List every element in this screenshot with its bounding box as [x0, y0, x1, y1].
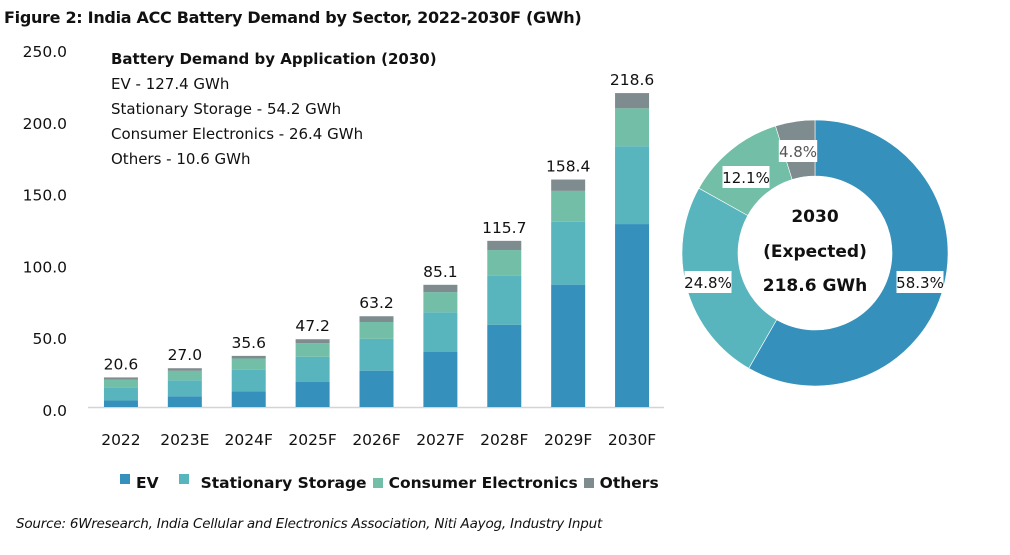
y-tick-label: 250.0	[23, 43, 67, 61]
bar-segment-stationary-storage	[167, 380, 202, 397]
legend-swatch-stationary	[178, 474, 189, 484]
legend-item-consumer: Consumer Electronics	[372, 474, 578, 492]
legend-label-others: Others	[599, 474, 659, 492]
stacked-bar-chart: 0.0 50.0 100.0 150.0 200.0 250.0 20.6 2022 27.0 2…	[23, 43, 664, 449]
bar-segment-stationary-storage	[231, 369, 266, 392]
annotation-line-others: Others - 10.6 GWh	[111, 150, 251, 168]
bar-segment-ev	[423, 352, 458, 407]
source-note: Source: 6Wresearch, India Cellular and E…	[16, 516, 603, 532]
legend-item-others: Others	[583, 474, 659, 492]
bar-segment-consumer-electronics	[167, 370, 202, 381]
slice-label-box	[778, 140, 818, 162]
bar-total-label: 115.7	[482, 219, 526, 237]
bar-segment-others	[295, 339, 330, 344]
bar-segment-ev	[295, 382, 330, 407]
bar-segment-consumer-electronics	[423, 292, 458, 313]
slice-percent-label: 24.8%	[684, 274, 732, 292]
bar-segment-stationary-storage	[295, 356, 330, 383]
legend-item-stationary: Stationary Storage	[178, 474, 367, 492]
bar-segment-stationary-storage	[103, 387, 138, 401]
bar-total-label: 47.2	[295, 317, 330, 335]
bar-segment-ev	[167, 396, 202, 407]
bar-segment-ev	[103, 400, 138, 407]
bar-total-label: 218.6	[610, 71, 654, 89]
slice-label-box	[896, 271, 944, 293]
bar-segment-others	[231, 355, 266, 359]
bar-segment-consumer-electronics	[103, 379, 138, 388]
bar-segment-stationary-storage	[615, 146, 650, 225]
bar-segment-ev	[615, 224, 650, 407]
bar-segment-consumer-electronics	[295, 343, 330, 357]
x-tick-label: 2029F	[544, 431, 592, 449]
x-tick-label: 2028F	[480, 431, 528, 449]
bar-total-label: 35.6	[231, 334, 266, 352]
legend-label-ev: EV	[136, 474, 159, 492]
legend-label-stationary: Stationary Storage	[200, 474, 367, 492]
bar-segment-stationary-storage	[551, 221, 586, 285]
bar-segment-others	[487, 240, 522, 251]
x-tick-label: 2027F	[416, 431, 464, 449]
legend-item-ev: EV	[120, 474, 173, 492]
slice-percent-label: 58.3%	[896, 274, 944, 292]
bar-total-label: 158.4	[546, 158, 590, 176]
x-tick-label: 2022	[101, 431, 140, 449]
bar-segment-consumer-electronics	[487, 250, 522, 276]
bar-total-label: 85.1	[423, 263, 458, 281]
x-tick-label: 2025F	[288, 431, 336, 449]
bar-segment-consumer-electronics	[615, 108, 650, 147]
donut-center-text: 218.6 GWh	[763, 276, 868, 296]
annotation-box: Battery Demand by Application (2030) EV …	[111, 47, 437, 172]
legend-label-consumer: Consumer Electronics	[388, 474, 578, 492]
donut-slice-ev	[748, 119, 949, 387]
y-tick-label: 0.0	[42, 402, 67, 420]
bar-segment-stationary-storage	[359, 338, 394, 371]
y-tick-label: 150.0	[23, 187, 67, 205]
bar-segment-others	[103, 377, 138, 380]
bar-segment-ev	[359, 370, 394, 407]
donut-center-text: 2030	[791, 207, 838, 227]
bar-segment-others	[615, 93, 650, 109]
legend-swatch-others	[583, 478, 594, 488]
annotation-heading: Battery Demand by Application (2030)	[111, 50, 437, 68]
bar-segment-ev	[231, 391, 266, 407]
x-tick-label: 2030F	[608, 431, 656, 449]
bar-segment-others	[551, 179, 586, 191]
bar-total-label: 63.2	[359, 294, 394, 312]
y-tick-label: 50.0	[32, 330, 67, 348]
slice-percent-label: 4.8%	[779, 143, 817, 161]
bar-segment-ev	[487, 324, 522, 407]
bar-segment-stationary-storage	[487, 275, 522, 325]
bar-segment-consumer-electronics	[231, 358, 266, 370]
legend-swatch-ev	[120, 474, 130, 484]
bar-segment-consumer-electronics	[551, 190, 586, 222]
annotation-line-stationary: Stationary Storage - 54.2 GWh	[111, 100, 342, 118]
donut-center-text: (Expected)	[763, 242, 867, 262]
bar-total-label: 27.0	[168, 346, 203, 364]
x-tick-label: 2026F	[352, 431, 400, 449]
slice-percent-label: 12.1%	[722, 169, 770, 187]
bar-segment-ev	[551, 284, 586, 407]
annotation-line-consumer: Consumer Electronics - 26.4 GWh	[111, 125, 364, 143]
bar-total-label: 20.6	[104, 355, 139, 373]
bar-segment-others	[423, 284, 458, 293]
donut-chart: 58.3% 24.8% 12.1% 4.8% 2030 (Expected) 218.6 G…	[681, 119, 949, 387]
bar-segment-others	[167, 368, 202, 371]
x-tick-label: 2024F	[225, 431, 273, 449]
chart-legend: EV Stationary Storage Consumer Electroni…	[120, 474, 665, 492]
slice-label-box	[722, 166, 770, 188]
legend-swatch-consumer	[372, 478, 383, 488]
x-tick-label: 2023E	[160, 431, 209, 449]
bar-segment-consumer-electronics	[359, 321, 394, 339]
y-tick-label: 100.0	[23, 258, 67, 276]
annotation-line-ev: EV - 127.4 GWh	[111, 75, 230, 93]
y-tick-label: 200.0	[23, 115, 67, 133]
figure-title: Figure 2: India ACC Battery Demand by Se…	[4, 8, 582, 27]
slice-label-box	[684, 271, 732, 293]
bar-segment-others	[359, 316, 394, 322]
bar-segment-stationary-storage	[423, 312, 458, 353]
